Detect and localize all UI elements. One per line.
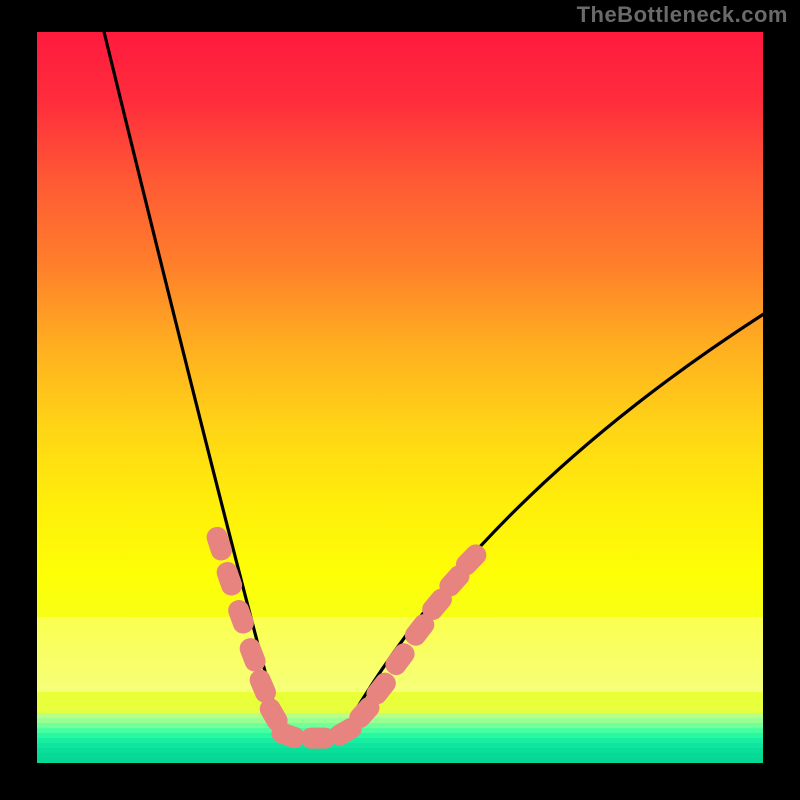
- curve-pill: [301, 728, 335, 749]
- watermark-text: TheBottleneck.com: [577, 2, 788, 28]
- plot-area: [37, 32, 763, 763]
- curve-layer: [37, 32, 763, 763]
- curve-pill: [214, 559, 245, 598]
- pill-group: [204, 524, 491, 751]
- curve-pill: [225, 597, 256, 636]
